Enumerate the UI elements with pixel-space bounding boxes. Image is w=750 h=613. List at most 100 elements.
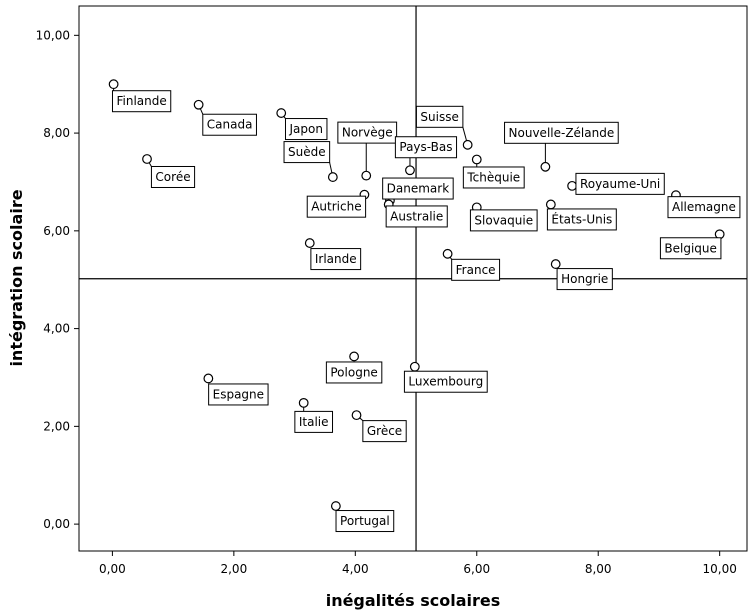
point-label-box <box>337 121 398 144</box>
label-leader-line <box>462 127 468 141</box>
x-tick-label: 2,00 <box>220 562 247 576</box>
point-label-text: Allemagne <box>672 200 736 214</box>
point-label-text: Italie <box>299 415 329 429</box>
point-label: Finlande <box>111 90 172 113</box>
point-label-text: Finlande <box>116 94 166 108</box>
point-label-text: Suisse <box>420 110 458 124</box>
y-axis: 0,00 2,00 4,00 6,00 8,00 10,00 <box>36 28 79 531</box>
point-label-text: Pays-Bas <box>399 140 452 154</box>
point-label: Nouvelle-Zélande <box>504 121 619 144</box>
point-label-text: Corée <box>155 170 190 184</box>
x-tick-label: 0,00 <box>99 562 126 576</box>
point-label: Portugal <box>335 510 395 533</box>
point-label-text: Australie <box>390 209 443 223</box>
point-label-box <box>325 361 383 384</box>
data-point <box>567 180 578 191</box>
point-label-box <box>208 383 269 406</box>
data-point <box>409 361 420 372</box>
y-tick-label: 0,00 <box>43 517 70 531</box>
point-label-box <box>283 141 331 164</box>
point-label-box <box>451 258 501 281</box>
y-tick-label: 6,00 <box>43 224 70 238</box>
point-label-text: Slovaquie <box>474 213 533 227</box>
data-point <box>276 108 287 118</box>
point-label-box <box>382 177 454 200</box>
point-label-box <box>310 248 362 271</box>
point-label-box <box>284 118 328 141</box>
point-label-box <box>202 113 257 136</box>
point-label-text: Norvège <box>342 126 393 140</box>
point-label-box <box>385 205 448 228</box>
label-leader-lines <box>113 88 546 421</box>
point-label-box <box>403 370 488 393</box>
point-label-box <box>415 105 464 128</box>
y-tick-label: 2,00 <box>43 419 70 433</box>
point-label-box <box>462 166 525 189</box>
point-label: États-Unis <box>546 208 617 231</box>
point-labels: Finlande Canada Japon Corée Norvège Suède Suis… <box>111 90 741 533</box>
point-label-text: France <box>456 263 496 277</box>
point-label: Royaume-Uni <box>575 172 665 195</box>
point-label-box <box>469 209 538 232</box>
point-label-text: États-Unis <box>551 211 612 226</box>
point-label: Hongrie <box>556 268 613 291</box>
point-label: Tchèquie <box>462 166 525 189</box>
point-label-box <box>667 196 741 219</box>
point-label-box <box>306 195 367 218</box>
y-tick-label: 10,00 <box>36 28 70 42</box>
data-point <box>349 351 359 362</box>
x-tick-label: 6,00 <box>463 562 490 576</box>
point-label-text: Suède <box>288 145 326 159</box>
point-label: Japon <box>284 118 328 141</box>
data-point <box>327 172 338 182</box>
data-point <box>471 154 482 165</box>
data-point <box>298 397 309 408</box>
data-point <box>193 99 204 110</box>
data-point <box>405 165 415 176</box>
point-label: Canada <box>202 113 257 136</box>
x-tick-label: 4,00 <box>342 562 369 576</box>
point-label-box <box>546 208 617 231</box>
point-label: Suède <box>283 141 331 164</box>
data-point <box>361 170 372 181</box>
point-label-box <box>556 268 613 291</box>
point-label-text: Hongrie <box>561 272 608 286</box>
data-point <box>550 259 561 269</box>
point-label-text: Espagne <box>213 387 264 401</box>
data-point <box>304 238 315 248</box>
x-tick-label: 8,00 <box>585 562 612 576</box>
point-label-text: Luxembourg <box>408 375 483 389</box>
point-label-text: Autriche <box>311 200 361 214</box>
y-tick-label: 4,00 <box>43 322 70 336</box>
reference-lines <box>79 6 747 551</box>
point-label-box <box>362 420 407 443</box>
point-label-text: Portugal <box>340 514 390 528</box>
point-label-text: Pologne <box>330 365 377 379</box>
point-label-box <box>335 510 395 533</box>
point-label: Pologne <box>325 361 383 384</box>
point-label-box <box>111 90 172 113</box>
point-label-box <box>504 121 619 144</box>
point-label: Australie <box>385 205 448 228</box>
data-point <box>108 79 119 90</box>
data-point <box>142 154 152 164</box>
y-tick-label: 8,00 <box>43 126 70 140</box>
x-axis: 0,00 2,00 4,00 6,00 8,00 10,00 <box>99 551 737 576</box>
point-label: Suisse <box>415 105 464 128</box>
data-point <box>442 248 453 259</box>
point-label: Norvège <box>337 121 398 144</box>
data-point <box>351 410 362 421</box>
point-label: Luxembourg <box>403 370 488 393</box>
data-point <box>330 501 341 511</box>
point-label: Espagne <box>208 383 269 406</box>
data-point <box>203 373 214 384</box>
point-label: Autriche <box>306 195 367 218</box>
point-label: Danemark <box>382 177 454 200</box>
point-label: France <box>451 258 501 281</box>
point-label-box <box>294 410 334 433</box>
point-label: Slovaquie <box>469 209 538 232</box>
point-label-text: Nouvelle-Zélande <box>509 126 615 140</box>
point-label-text: Canada <box>207 118 253 132</box>
point-label: Grèce <box>362 420 407 443</box>
